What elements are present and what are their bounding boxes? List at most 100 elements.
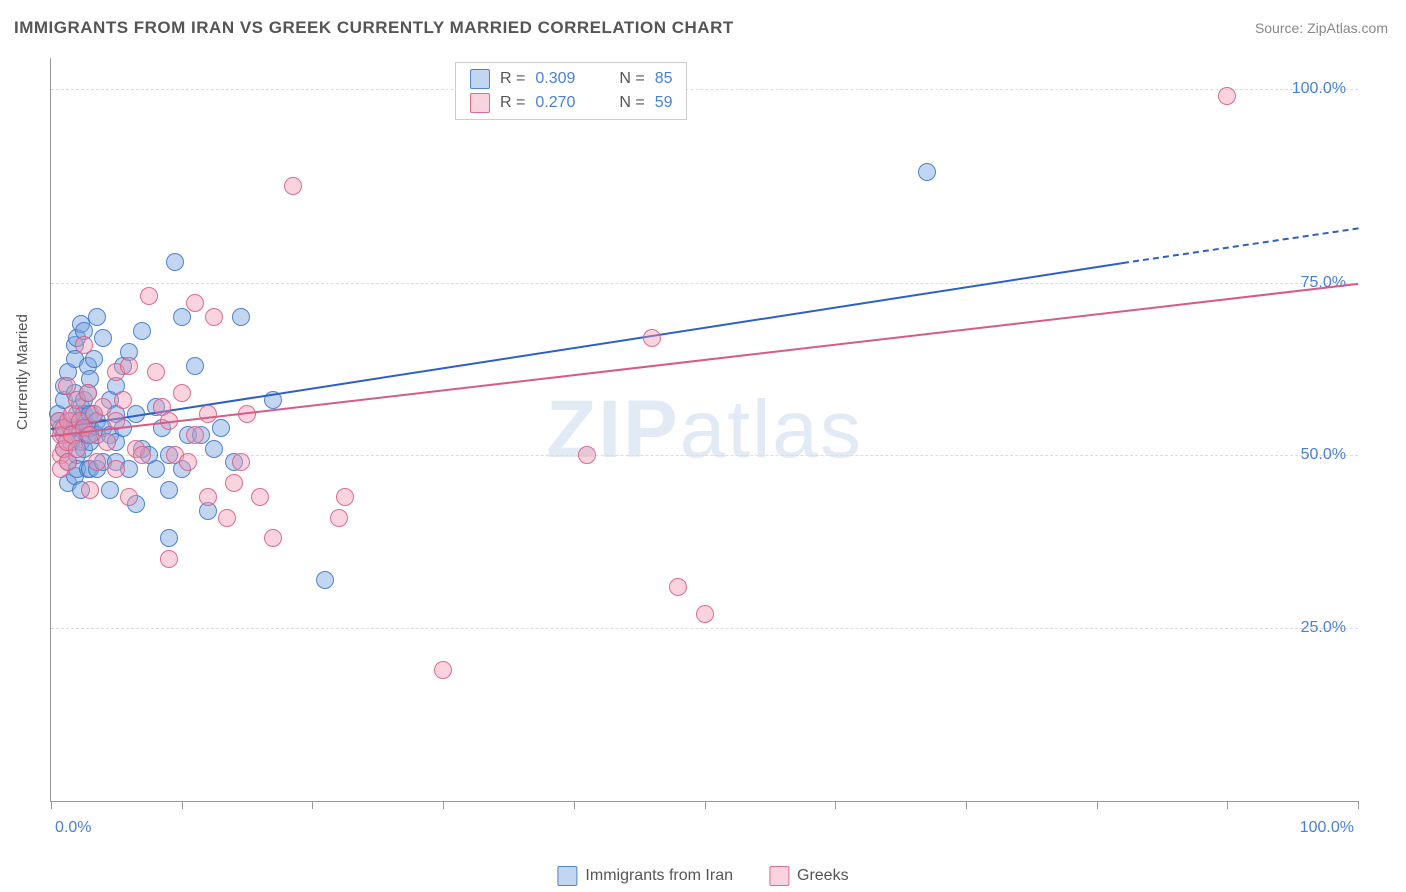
scatter-point (79, 384, 97, 402)
scatter-point (160, 529, 178, 547)
x-tick-label: 100.0% (1300, 819, 1354, 837)
scatter-point (205, 440, 223, 458)
scatter-point (120, 357, 138, 375)
scatter-point (166, 253, 184, 271)
scatter-point (643, 329, 661, 347)
scatter-point (114, 391, 132, 409)
scatter-point (225, 474, 243, 492)
x-tick (835, 801, 836, 809)
series-legend-item: Greeks (769, 866, 849, 886)
scatter-point (205, 308, 223, 326)
plot-area: ZIPatlas 25.0%50.0%75.0%100.0%0.0%100.0% (50, 58, 1358, 802)
scatter-point (264, 529, 282, 547)
scatter-point (68, 440, 86, 458)
scatter-point (284, 177, 302, 195)
x-tick (51, 801, 52, 809)
scatter-point (199, 405, 217, 423)
r-value: 0.270 (535, 94, 591, 112)
y-tick-label: 100.0% (1292, 80, 1346, 98)
x-tick-label: 0.0% (55, 819, 91, 837)
scatter-point (98, 433, 116, 451)
chart-title: IMMIGRANTS FROM IRAN VS GREEK CURRENTLY … (14, 18, 734, 38)
scatter-point (160, 481, 178, 499)
x-tick (966, 801, 967, 809)
gridline (51, 89, 1358, 90)
scatter-point (173, 308, 191, 326)
watermark: ZIPatlas (546, 383, 863, 477)
x-tick (443, 801, 444, 809)
x-tick (1227, 801, 1228, 809)
scatter-point (179, 453, 197, 471)
scatter-point (212, 419, 230, 437)
scatter-point (1218, 87, 1236, 105)
legend-swatch (470, 69, 490, 89)
x-tick (574, 801, 575, 809)
scatter-point (918, 163, 936, 181)
scatter-point (75, 336, 93, 354)
scatter-point (316, 571, 334, 589)
series-legend-label: Greeks (797, 867, 849, 885)
scatter-point (101, 481, 119, 499)
x-tick (312, 801, 313, 809)
scatter-point (186, 426, 204, 444)
scatter-point (186, 357, 204, 375)
scatter-point (186, 294, 204, 312)
n-label: N = (619, 70, 644, 88)
scatter-point (140, 287, 158, 305)
scatter-point (232, 308, 250, 326)
n-label: N = (619, 94, 644, 112)
y-axis-title: Currently Married (14, 314, 31, 430)
series-legend-label: Immigrants from Iran (585, 867, 733, 885)
scatter-point (173, 384, 191, 402)
source-attribution: Source: ZipAtlas.com (1255, 20, 1388, 36)
scatter-point (88, 453, 106, 471)
gridline (51, 628, 1358, 629)
scatter-point (199, 488, 217, 506)
scatter-point (81, 481, 99, 499)
scatter-point (133, 446, 151, 464)
series-legend: Immigrants from Iran Greeks (557, 866, 848, 886)
x-tick (182, 801, 183, 809)
scatter-point (107, 460, 125, 478)
gridline (51, 283, 1358, 284)
r-value: 0.309 (535, 70, 591, 88)
trend-line (1123, 227, 1359, 264)
legend-swatch (769, 866, 789, 886)
trend-line (51, 262, 1123, 430)
scatter-point (696, 605, 714, 623)
correlation-legend: R = 0.309 N = 85 R = 0.270 N = 59 (455, 62, 687, 120)
scatter-point (218, 509, 236, 527)
scatter-point (81, 426, 99, 444)
y-tick-label: 50.0% (1301, 446, 1346, 464)
scatter-point (336, 488, 354, 506)
scatter-point (147, 460, 165, 478)
x-tick (1097, 801, 1098, 809)
x-tick (705, 801, 706, 809)
correlation-legend-row: R = 0.309 N = 85 (456, 67, 686, 91)
scatter-point (330, 509, 348, 527)
watermark-light: atlas (680, 384, 863, 475)
y-tick-label: 25.0% (1301, 619, 1346, 637)
scatter-point (147, 363, 165, 381)
n-value: 59 (655, 94, 673, 112)
trend-line (51, 283, 1358, 437)
scatter-point (251, 488, 269, 506)
n-value: 85 (655, 70, 673, 88)
scatter-point (232, 453, 250, 471)
r-label: R = (500, 70, 525, 88)
r-label: R = (500, 94, 525, 112)
scatter-point (160, 550, 178, 568)
correlation-legend-row: R = 0.270 N = 59 (456, 91, 686, 115)
x-tick (1358, 801, 1359, 809)
scatter-point (133, 322, 151, 340)
watermark-bold: ZIP (546, 384, 680, 475)
scatter-point (94, 329, 112, 347)
legend-swatch (557, 866, 577, 886)
series-legend-item: Immigrants from Iran (557, 866, 733, 886)
scatter-point (578, 446, 596, 464)
scatter-point (88, 308, 106, 326)
scatter-point (434, 661, 452, 679)
scatter-point (669, 578, 687, 596)
legend-swatch (470, 93, 490, 113)
scatter-point (120, 488, 138, 506)
